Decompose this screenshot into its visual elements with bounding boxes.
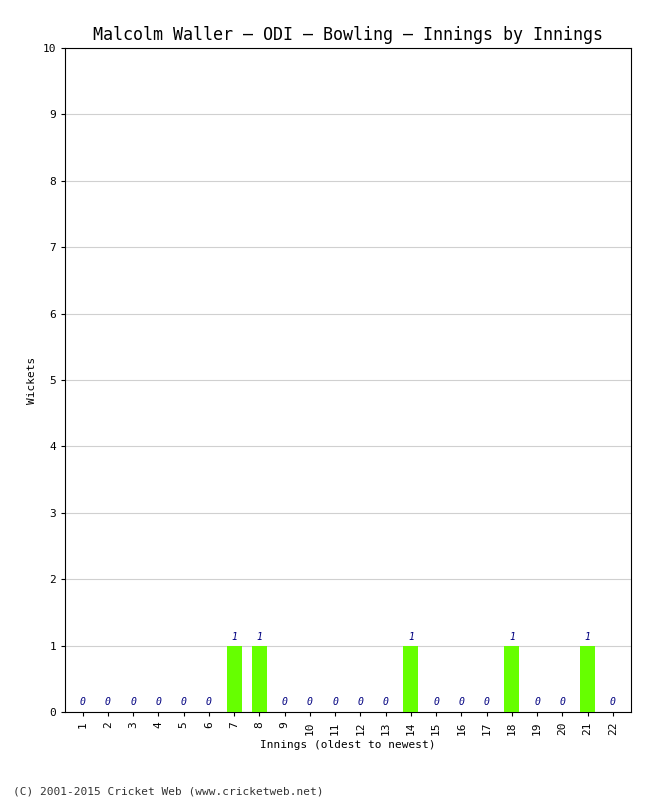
Text: 0: 0 — [181, 698, 187, 707]
Text: 1: 1 — [509, 632, 515, 642]
Text: 0: 0 — [433, 698, 439, 707]
Text: 0: 0 — [80, 698, 86, 707]
Text: 1: 1 — [257, 632, 263, 642]
Text: 0: 0 — [484, 698, 489, 707]
Bar — [504, 646, 519, 712]
Text: 0: 0 — [358, 698, 363, 707]
Title: Malcolm Waller – ODI – Bowling – Innings by Innings: Malcolm Waller – ODI – Bowling – Innings… — [93, 26, 603, 44]
Text: 1: 1 — [231, 632, 237, 642]
Text: 0: 0 — [383, 698, 389, 707]
Text: 0: 0 — [307, 698, 313, 707]
Text: 1: 1 — [408, 632, 414, 642]
Text: 0: 0 — [155, 698, 161, 707]
Bar — [403, 646, 419, 712]
Text: 0: 0 — [534, 698, 540, 707]
Text: 0: 0 — [332, 698, 338, 707]
Text: 1: 1 — [584, 632, 590, 642]
X-axis label: Innings (oldest to newest): Innings (oldest to newest) — [260, 740, 436, 750]
Text: 0: 0 — [281, 698, 287, 707]
Bar — [227, 646, 242, 712]
Text: 0: 0 — [610, 698, 616, 707]
Bar — [580, 646, 595, 712]
Bar — [252, 646, 267, 712]
Text: 0: 0 — [105, 698, 111, 707]
Text: 0: 0 — [560, 698, 566, 707]
Text: 0: 0 — [458, 698, 464, 707]
Text: 0: 0 — [130, 698, 136, 707]
Y-axis label: Wickets: Wickets — [27, 356, 37, 404]
Text: 0: 0 — [206, 698, 212, 707]
Text: (C) 2001-2015 Cricket Web (www.cricketweb.net): (C) 2001-2015 Cricket Web (www.cricketwe… — [13, 786, 324, 796]
